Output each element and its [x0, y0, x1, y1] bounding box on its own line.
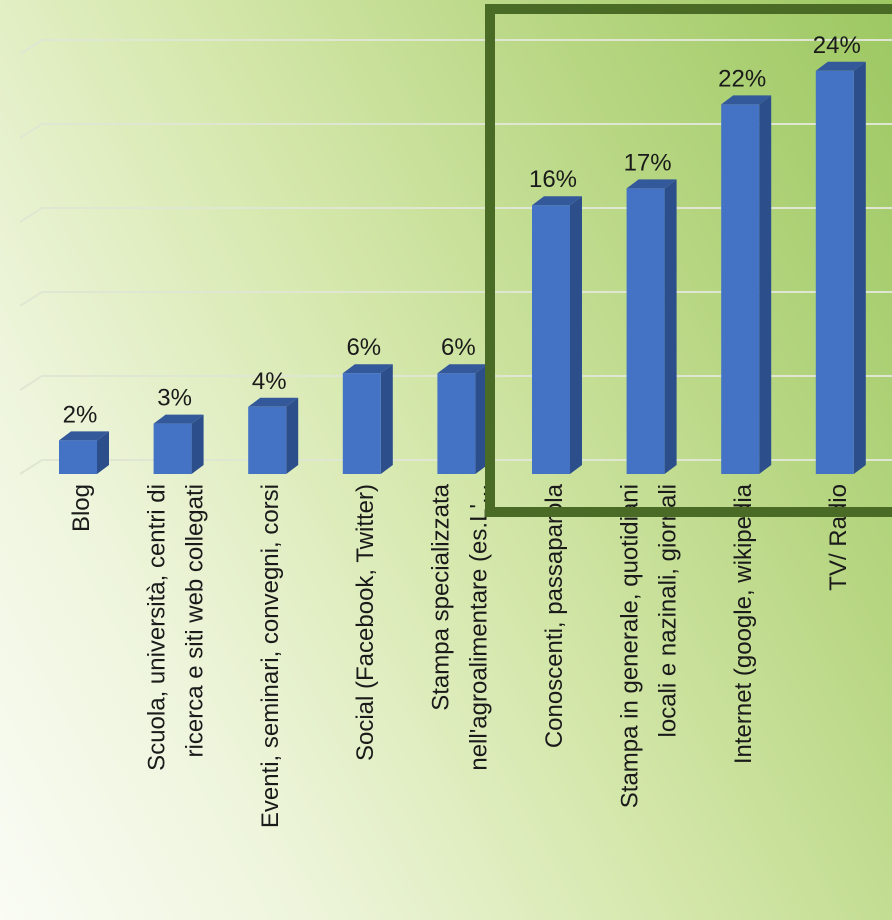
category-label: nell'agroalimentare (es.L'...: [465, 484, 492, 771]
bar: [815, 61, 866, 475]
gridline: [19, 207, 892, 223]
bar-side: [475, 364, 488, 474]
bar-front: [248, 406, 287, 474]
category-label: ricerca e siti web collegati: [182, 484, 209, 757]
category-label: Blog: [68, 484, 95, 532]
data-label: 3%: [157, 385, 192, 412]
category-label: TV/ Radio: [825, 484, 852, 591]
category-labels: Blog Scuola, università, centri di ricerca…: [68, 483, 852, 828]
data-labels: 2% 3% 4% 6% 6% 16% 17% 22% 24%: [63, 32, 861, 429]
bar-side: [380, 364, 393, 474]
data-label: 6%: [346, 334, 381, 361]
highlight-rectangle: [485, 4, 892, 517]
bar-top: [532, 196, 582, 206]
gridline: [19, 123, 892, 139]
bar-side: [853, 61, 866, 475]
category-label: Stampa specializzata: [427, 483, 454, 710]
bar: [437, 364, 488, 474]
category-label: locali e nazinali, giornali: [655, 484, 682, 737]
bar-side: [97, 431, 109, 474]
bar-front: [59, 440, 97, 474]
bar-top: [626, 179, 677, 189]
bar-front: [721, 104, 760, 475]
bar: [248, 397, 299, 474]
bar-front: [626, 188, 665, 474]
bar-top: [153, 414, 204, 424]
bar: [532, 196, 582, 474]
bar: [153, 414, 204, 474]
gridline: [19, 375, 892, 391]
bar-top: [437, 364, 488, 374]
bar: [59, 431, 109, 474]
data-label: 16%: [529, 166, 577, 193]
bars: [59, 61, 866, 475]
bar-side: [570, 196, 582, 474]
bar-front: [437, 373, 476, 474]
bar-front: [815, 70, 854, 475]
bar: [342, 364, 393, 474]
bar: [721, 95, 772, 475]
bar-top: [721, 95, 772, 105]
bar-top: [59, 431, 109, 441]
category-label: Internet (google, wikipedia: [730, 483, 757, 764]
data-label: 6%: [441, 334, 476, 361]
gridlines: [19, 39, 892, 475]
data-label: 24%: [813, 32, 861, 59]
bar-front: [532, 205, 570, 474]
bar-front: [153, 423, 192, 474]
bar-side: [191, 414, 204, 474]
gridline: [19, 39, 892, 55]
bar-top: [815, 61, 866, 71]
gridline: [19, 291, 892, 307]
category-label: Eventi, seminari, convegni, corsi: [257, 484, 284, 828]
gridline: [19, 459, 892, 475]
data-label: 17%: [624, 149, 672, 176]
bar-side: [286, 397, 299, 474]
bar-top: [342, 364, 393, 374]
data-label: 2%: [63, 401, 98, 428]
data-label: 22%: [718, 65, 766, 92]
bar: [626, 179, 677, 474]
bar-top: [248, 397, 299, 407]
highlight-box: [485, 4, 892, 517]
bar-side: [664, 179, 677, 474]
category-label: Social (Facebook, Twitter): [352, 484, 379, 761]
category-label: Stampa in generale, quotidiani: [617, 484, 644, 808]
category-label: Conoscenti, passaparola: [541, 483, 568, 748]
bar-front: [342, 373, 381, 474]
category-label: Scuola, università, centri di: [144, 484, 171, 771]
data-label: 4%: [252, 368, 287, 395]
bar-side: [759, 95, 772, 475]
